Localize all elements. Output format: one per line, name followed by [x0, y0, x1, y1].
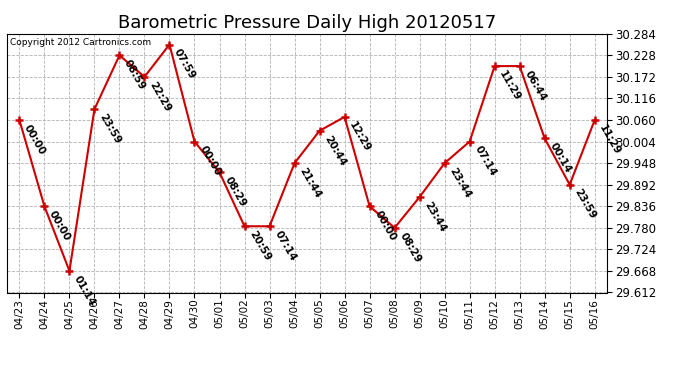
Text: 20:44: 20:44: [322, 134, 348, 168]
Text: 00:00: 00:00: [197, 144, 222, 178]
Text: 23:44: 23:44: [422, 200, 448, 234]
Text: 06:44: 06:44: [522, 69, 548, 103]
Text: 11:29: 11:29: [598, 123, 622, 156]
Title: Barometric Pressure Daily High 20120517: Barometric Pressure Daily High 20120517: [118, 14, 496, 32]
Text: 08:59: 08:59: [122, 58, 148, 92]
Text: 23:59: 23:59: [97, 112, 122, 146]
Text: 11:29: 11:29: [497, 69, 522, 102]
Text: Copyright 2012 Cartronics.com: Copyright 2012 Cartronics.com: [10, 38, 151, 46]
Text: 12:29: 12:29: [347, 120, 373, 153]
Text: 01:14: 01:14: [72, 274, 97, 308]
Text: 00:00: 00:00: [47, 209, 72, 243]
Text: 23:44: 23:44: [447, 166, 473, 200]
Text: 00:00: 00:00: [373, 209, 397, 243]
Text: 07:14: 07:14: [473, 144, 497, 178]
Text: 20:59: 20:59: [247, 229, 273, 262]
Text: 08:29: 08:29: [397, 231, 422, 264]
Text: 23:59: 23:59: [573, 188, 598, 221]
Text: 07:14: 07:14: [273, 229, 297, 263]
Text: 08:29: 08:29: [222, 175, 248, 209]
Text: 00:14: 00:14: [547, 141, 573, 175]
Text: 22:29: 22:29: [147, 80, 172, 113]
Text: 00:00: 00:00: [22, 123, 48, 156]
Text: 07:59: 07:59: [172, 47, 197, 81]
Text: 21:44: 21:44: [297, 166, 323, 200]
